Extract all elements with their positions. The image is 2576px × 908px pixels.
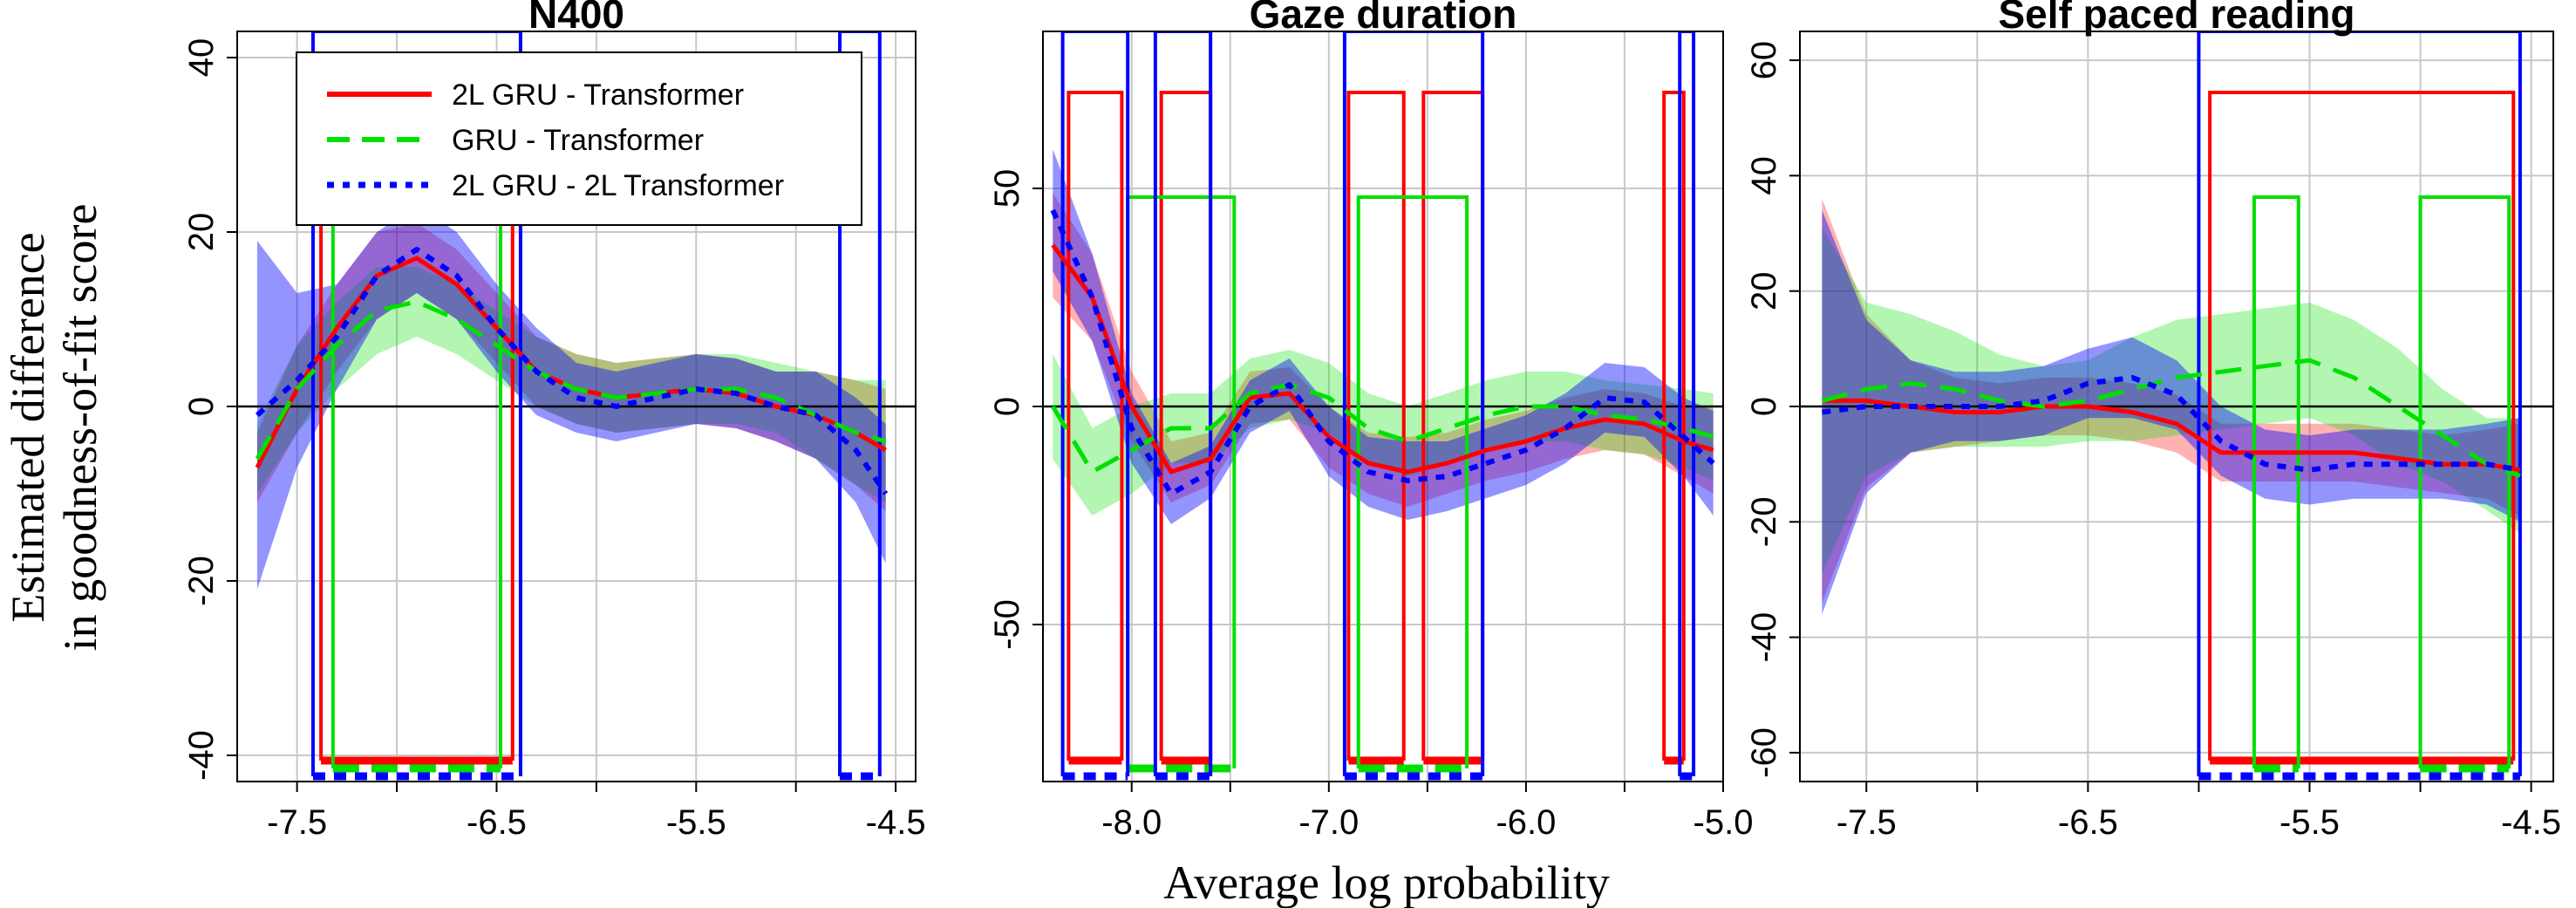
legend-box [296,51,862,226]
panel-3: -7.5 -6.5 -5.5 -4.5 -60 -40 -20 0 20 40 60 Self pac… [1745,0,2561,842]
ci-band [1822,210,2520,615]
y-tick-label: 20 [182,213,221,252]
significance-bracket [2418,195,2511,768]
x-tick-label: -6.0 [1496,803,1556,842]
series-line [255,247,889,495]
y-tick-label: 0 [182,397,221,416]
significance-bracket [1342,31,1485,776]
y-tick-label: -50 [988,599,1026,650]
significance-bracket [2252,195,2300,768]
y-tick-label: 0 [988,397,1026,416]
x-tick-label: -6.5 [467,803,527,842]
y-tick-label: -40 [182,730,221,781]
significance-bracket [1678,31,1696,776]
ci-band [1822,227,2520,574]
ci-band [1053,149,1714,524]
y-tick-label: 40 [182,38,221,78]
plot-area [1043,31,1723,781]
x-tick-label: -5.0 [1693,803,1754,842]
x-tick-label: -7.5 [1837,803,1897,842]
significance-bracket [1060,31,1130,776]
series-line [1051,243,1714,474]
y-axis-label-line1: Estimated difference [2,232,54,622]
y-tick-label: -20 [1745,496,1783,547]
series-line [255,299,887,461]
series-line [1050,208,1715,496]
x-tick-label: -4.5 [2501,803,2561,842]
significance-bracket [1067,91,1124,761]
ci-band [1822,198,2520,603]
y-tick-label: -40 [1745,612,1783,663]
x-tick-label: -5.5 [666,803,726,842]
x-tick-label: -8.0 [1101,803,1162,842]
significance-bracket [1662,91,1686,761]
legend-label-2l-gru-2l-transformer: 2L GRU - 2L Transformer [452,169,784,202]
legend-label-2l-gru-transformer: 2L GRU - Transformer [452,79,744,112]
ci-band [256,206,886,590]
series-line [1821,358,2521,478]
significance-bracket [1153,31,1213,776]
y-tick-label: 0 [1745,397,1783,416]
x-tick-label: -5.5 [2280,803,2340,842]
significance-bracket [1356,195,1469,768]
y-tick-label: 40 [1745,156,1783,195]
series-line [1051,382,1714,474]
significance-bracket [1346,91,1406,761]
panel-title: Self paced reading [1998,0,2355,37]
y-tick-label: -20 [182,556,221,606]
y-tick-label: 20 [1745,271,1783,311]
x-tick-label: -4.5 [866,803,926,842]
ci-band [256,223,886,511]
y-tick-label: -60 [1745,727,1783,778]
significance-bracket [838,31,882,776]
plot-area [1800,31,2553,781]
legend: 2L GRU - Transformer GRU - Transformer 2… [296,51,862,226]
significance-bracket [310,31,522,776]
legend-label-gru-transformer: GRU - Transformer [452,124,704,157]
panel-title: Gaze duration [1250,0,1517,37]
series-line [1822,398,2521,473]
x-tick-label: -6.5 [2058,803,2118,842]
y-axis-label-line2: in goodness-of-fit score [54,204,106,652]
ci-band [1053,193,1714,507]
y-tick-label: 50 [988,169,1026,208]
x-tick-label: -7.0 [1298,803,1359,842]
panel-title: N400 [528,0,624,37]
y-tick-label: 60 [1745,41,1783,80]
panel-2: -8.0 -7.0 -6.0 -5.0 -50 0 50 Gaze duration [988,0,1753,842]
x-tick-label: -7.5 [267,803,327,842]
plot-area [237,31,916,781]
significance-bracket [2197,31,2522,776]
x-axis-label: Average log probability [1163,857,1610,908]
